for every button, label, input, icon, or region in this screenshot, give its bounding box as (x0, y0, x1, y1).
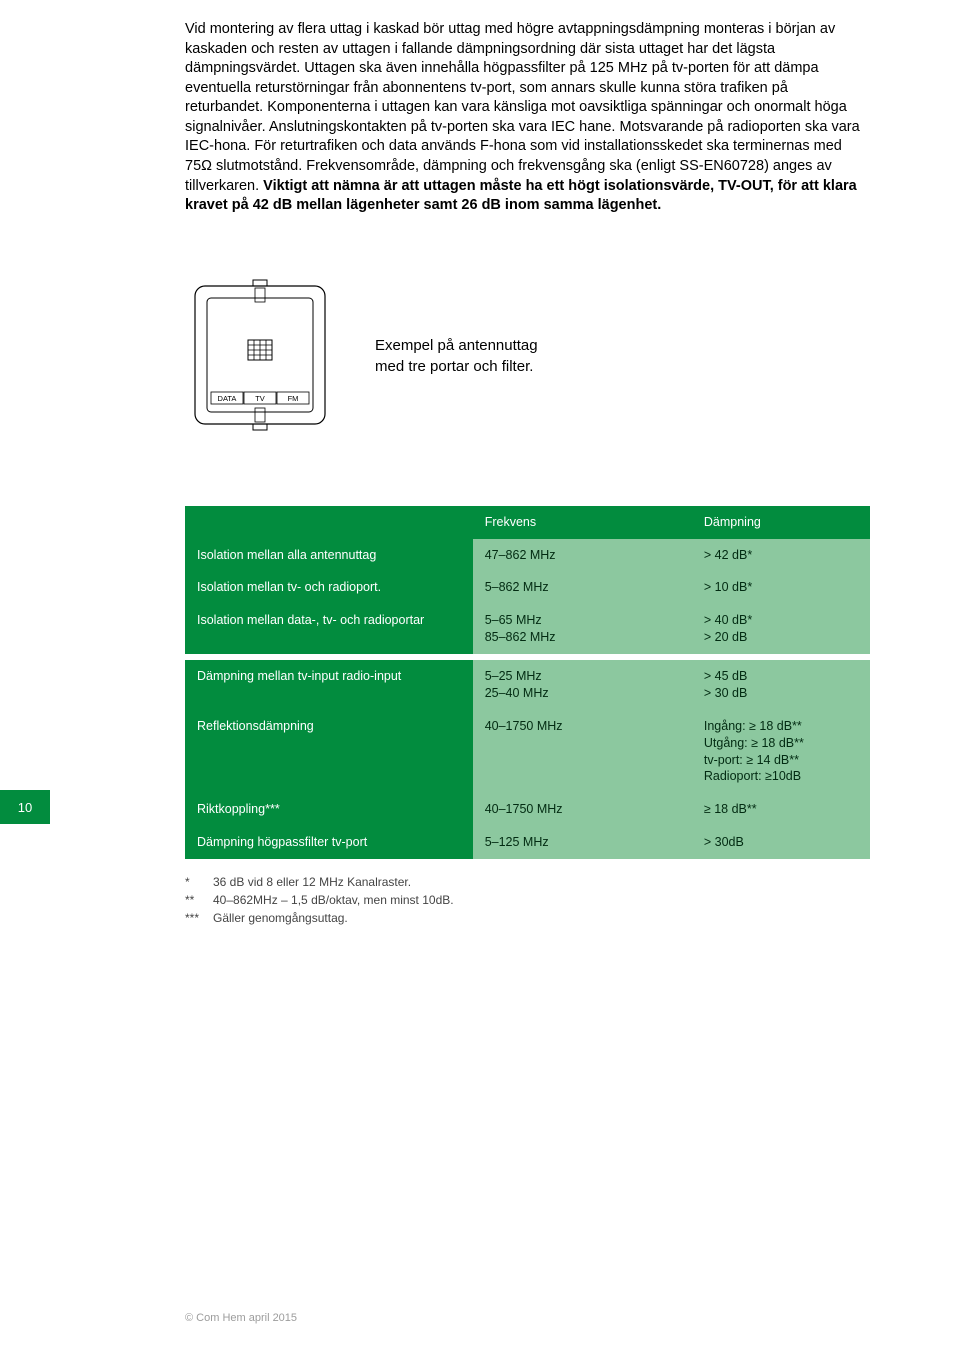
table-header-row: FrekvensDämpning (185, 506, 870, 539)
table-cell: Dämpning högpassfilter tv-port (185, 826, 473, 859)
table-cell: > 30dB (692, 826, 870, 859)
table-cell: Reflektionsdämpning (185, 710, 473, 794)
table-cell (185, 506, 473, 539)
table-row: Dämpning mellan tv-input radio-input5–25… (185, 660, 870, 710)
table-cell: ≥ 18 dB** (692, 793, 870, 826)
table-row: Isolation mellan tv- och radioport.5–862… (185, 571, 870, 604)
footnote-text: 40–862MHz – 1,5 dB/oktav, men minst 10dB… (213, 891, 454, 909)
footnote-mark: *** (185, 909, 213, 927)
footnote-mark: * (185, 873, 213, 891)
table-cell: 47–862 MHz (473, 539, 692, 572)
footnote: ***Gäller genomgångsuttag. (185, 909, 870, 927)
table-cell: 5–25 MHz25–40 MHz (473, 660, 692, 710)
page-number-badge: 10 (0, 790, 50, 824)
table-cell: Dämpning mellan tv-input radio-input (185, 660, 473, 710)
table-cell: 5–862 MHz (473, 571, 692, 604)
spec-table-wrap: FrekvensDämpningIsolation mellan alla an… (185, 506, 870, 927)
table-cell: Isolation mellan alla antennuttag (185, 539, 473, 572)
antenna-outlet-diagram: DATA TV FM (185, 276, 335, 436)
table-row: Reflektionsdämpning40–1750 MHzIngång: ≥ … (185, 710, 870, 794)
table-cell: Ingång: ≥ 18 dB**Utgång: ≥ 18 dB**tv-por… (692, 710, 870, 794)
table-row: Dämpning högpassfilter tv-port5–125 MHz>… (185, 826, 870, 859)
body-paragraph: Vid montering av flera uttag i kaskad bö… (185, 20, 870, 216)
caption-line1: Exempel på antennuttag (375, 337, 538, 354)
footnote-mark: ** (185, 891, 213, 909)
table-row: Isolation mellan alla antennuttag47–862 … (185, 539, 870, 572)
footer-copyright: © Com Hem april 2015 (185, 1312, 297, 1324)
diagram-row: DATA TV FM Exempel på antennuttag med tr… (185, 276, 870, 436)
table-row: Riktkoppling***40–1750 MHz≥ 18 dB** (185, 793, 870, 826)
table-cell: > 40 dB*> 20 dB (692, 604, 870, 654)
caption-line2: med tre portar och filter. (375, 358, 533, 375)
diagram-caption: Exempel på antennuttag med tre portar oc… (375, 335, 538, 377)
footnote: **40–862MHz – 1,5 dB/oktav, men minst 10… (185, 891, 870, 909)
table-cell: 5–65 MHz85–862 MHz (473, 604, 692, 654)
table-cell: Isolation mellan tv- och radioport. (185, 571, 473, 604)
footnote-text: Gäller genomgångsuttag. (213, 909, 348, 927)
footnote: *36 dB vid 8 eller 12 MHz Kanalraster. (185, 873, 870, 891)
table-cell: Riktkoppling*** (185, 793, 473, 826)
table-cell: Isolation mellan data-, tv- och radiopor… (185, 604, 473, 654)
outlet-label-data: DATA (218, 394, 237, 403)
body-text-normal: Vid montering av flera uttag i kaskad bö… (185, 21, 860, 194)
footnote-text: 36 dB vid 8 eller 12 MHz Kanalraster. (213, 873, 411, 891)
table-row: Isolation mellan data-, tv- och radiopor… (185, 604, 870, 654)
table-cell: > 42 dB* (692, 539, 870, 572)
table-cell: 40–1750 MHz (473, 793, 692, 826)
outlet-label-fm: FM (288, 394, 299, 403)
body-text-bold: Viktigt att nämna är att uttagen måste h… (185, 178, 857, 214)
table-cell: Frekvens (473, 506, 692, 539)
table-cell: Dämpning (692, 506, 870, 539)
table-cell: 5–125 MHz (473, 826, 692, 859)
page-number: 10 (18, 800, 32, 815)
table-cell: > 10 dB* (692, 571, 870, 604)
footnotes: *36 dB vid 8 eller 12 MHz Kanalraster.**… (185, 873, 870, 927)
table-cell: > 45 dB> 30 dB (692, 660, 870, 710)
spec-table: FrekvensDämpningIsolation mellan alla an… (185, 506, 870, 859)
table-cell: 40–1750 MHz (473, 710, 692, 794)
outlet-label-tv: TV (255, 394, 265, 403)
